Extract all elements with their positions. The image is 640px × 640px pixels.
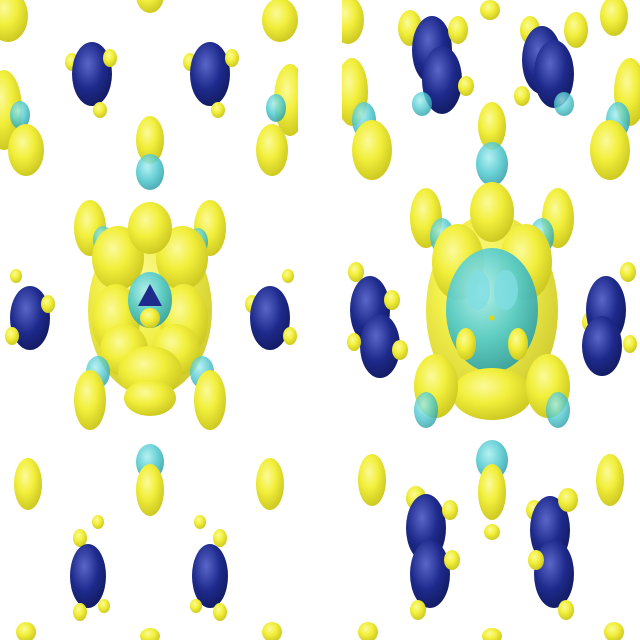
atom-pair-middle-left xyxy=(347,262,408,378)
atom-pair-top-left xyxy=(398,10,474,116)
atom-cluster-top-right xyxy=(183,42,239,118)
atom-cluster-middle-right xyxy=(245,269,297,350)
left-isosurface-render xyxy=(0,0,298,640)
atom-cluster-top-left xyxy=(65,42,117,118)
atom-pair-bottom-right xyxy=(526,488,578,620)
right-density-panel xyxy=(342,0,640,640)
left-density-panel xyxy=(0,0,298,640)
panel-separator xyxy=(298,0,342,640)
atom-cluster-bottom-right xyxy=(190,515,228,621)
atom-cluster-middle-left xyxy=(5,269,55,350)
atom-pair-middle-right xyxy=(582,262,637,376)
atom-pair-bottom-left xyxy=(406,486,460,620)
atom-cluster-bottom-left xyxy=(70,515,110,621)
right-isosurface-render xyxy=(342,0,640,640)
central-density-complex xyxy=(74,116,226,516)
atom-pair-top-right xyxy=(514,12,588,116)
central-density-complex-right xyxy=(410,102,574,540)
